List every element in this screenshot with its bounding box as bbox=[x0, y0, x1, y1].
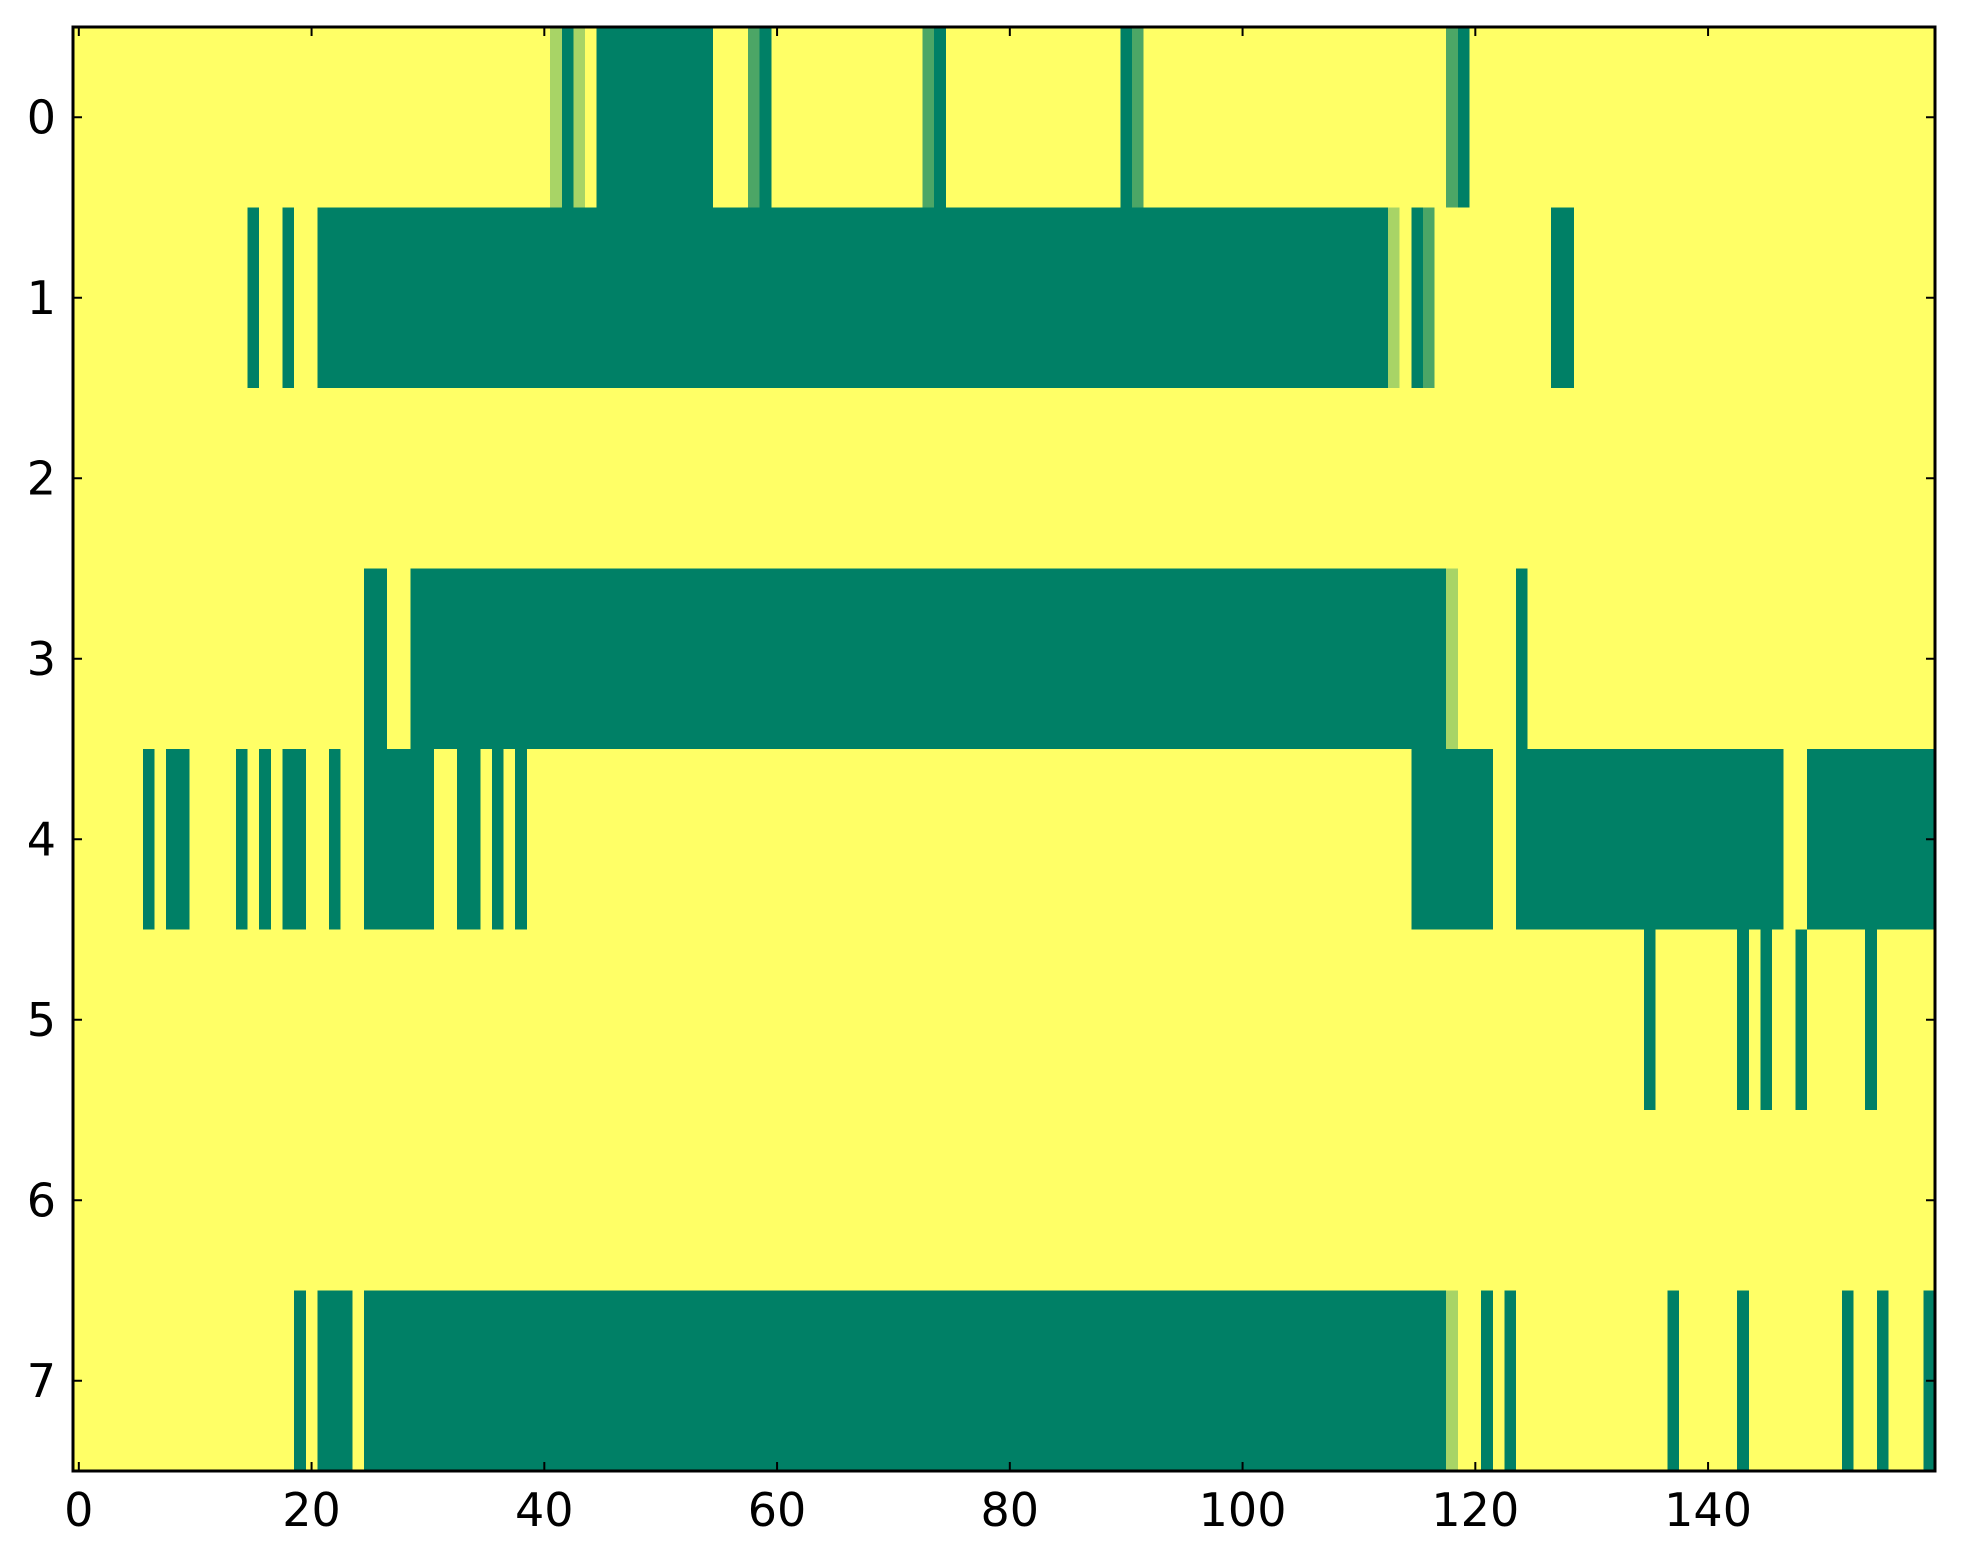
heatmap-cell-segment bbox=[1481, 1290, 1493, 1471]
heatmap-cell-segment bbox=[1737, 929, 1749, 1110]
heatmap-cell-segment bbox=[363, 749, 434, 930]
heatmap-cell-segment bbox=[282, 749, 306, 930]
heatmap-cell-segment bbox=[235, 749, 248, 930]
heatmap-cell-segment bbox=[1504, 1290, 1517, 1471]
heatmap-cell-segment bbox=[1516, 568, 1528, 749]
x-axis: 0 20 40 60 80 100 120 140 bbox=[64, 27, 1752, 1537]
heatmap-cell-segment bbox=[410, 568, 1447, 749]
heatmap-cells bbox=[142, 27, 1935, 1471]
heatmap-cell-segment bbox=[1411, 749, 1482, 930]
heatmap-cell-segment bbox=[1457, 27, 1470, 208]
heatmap-cell-segment bbox=[1841, 1290, 1854, 1471]
x-tick-label: 80 bbox=[981, 1483, 1040, 1537]
heatmap-cell-segment bbox=[166, 749, 190, 930]
y-tick-label: 6 bbox=[27, 1173, 56, 1227]
y-tick-label: 0 bbox=[27, 90, 56, 144]
heatmap-cell-segment bbox=[1550, 207, 1575, 388]
heatmap-cell-segment bbox=[1737, 1290, 1749, 1471]
heatmap-cell-segment bbox=[1481, 749, 1493, 930]
heatmap-cell-segment bbox=[573, 27, 586, 208]
heatmap-cell-segment bbox=[1760, 929, 1773, 1110]
heatmap-cell-segment bbox=[247, 207, 260, 388]
heatmap-cell-segment bbox=[1388, 207, 1400, 388]
y-tick-label: 2 bbox=[27, 451, 56, 505]
heatmap-cell-segment bbox=[259, 749, 271, 930]
x-tick-label: 140 bbox=[1664, 1483, 1752, 1537]
heatmap-cell-segment bbox=[747, 27, 760, 208]
heatmap-cell-segment bbox=[1516, 749, 1784, 930]
heatmap-cell-segment bbox=[294, 1290, 306, 1471]
heatmap-cell-segment bbox=[596, 27, 714, 208]
y-tick-label: 7 bbox=[27, 1354, 56, 1408]
heatmap-cell-segment bbox=[759, 27, 772, 208]
heatmap-cell-segment bbox=[1132, 27, 1144, 208]
heatmap-cell-segment bbox=[1446, 1290, 1458, 1471]
y-tick-label: 3 bbox=[27, 632, 56, 686]
heatmap-cell-segment bbox=[457, 749, 481, 930]
heatmap-cell-segment bbox=[1422, 207, 1435, 388]
heatmap-cell-segment bbox=[317, 1290, 353, 1471]
y-tick-label: 4 bbox=[27, 812, 56, 866]
heatmap-cell-segment bbox=[1876, 1290, 1889, 1471]
heatmap-cell-segment bbox=[1446, 568, 1458, 749]
heatmap-cell-segment bbox=[363, 568, 388, 749]
heatmap-cell-segment bbox=[1667, 1290, 1679, 1471]
heatmap-cell-segment bbox=[515, 749, 527, 930]
heatmap-cell-segment bbox=[1446, 27, 1458, 208]
plot-frame bbox=[71, 25, 1937, 1473]
heatmap-cell-segment bbox=[329, 749, 341, 930]
heatmap-cell-segment bbox=[142, 749, 155, 930]
heatmap-cell-segment bbox=[1411, 207, 1423, 388]
x-tick-label: 20 bbox=[282, 1483, 341, 1537]
heatmap-cell-segment bbox=[550, 27, 562, 208]
x-tick-label: 40 bbox=[515, 1483, 574, 1537]
y-tick-label: 5 bbox=[27, 993, 56, 1047]
heatmap-cell-segment bbox=[561, 27, 574, 208]
heatmap-cell-segment bbox=[1795, 929, 1807, 1110]
x-tick-label: 120 bbox=[1431, 1483, 1519, 1537]
heatmap-cell-segment bbox=[1865, 929, 1877, 1110]
heatmap-cell-segment bbox=[1120, 27, 1133, 208]
heatmap-cell-segment bbox=[922, 27, 935, 208]
heatmap-cell-segment bbox=[1806, 749, 1935, 930]
x-tick-label: 60 bbox=[748, 1483, 807, 1537]
heatmap-cell-segment bbox=[1644, 929, 1656, 1110]
heatmap-cell-segment bbox=[282, 207, 295, 388]
heatmap-cell-segment bbox=[363, 1290, 1447, 1471]
x-tick-label: 100 bbox=[1199, 1483, 1287, 1537]
heatmap-cell-segment bbox=[317, 207, 1389, 388]
y-axis: 0 1 2 3 4 5 6 7 bbox=[27, 90, 1935, 1408]
x-tick-label: 0 bbox=[64, 1483, 93, 1537]
heatmap-cell-segment bbox=[491, 749, 504, 930]
y-tick-label: 1 bbox=[27, 271, 56, 325]
heatmap-cell-segment bbox=[934, 27, 946, 208]
